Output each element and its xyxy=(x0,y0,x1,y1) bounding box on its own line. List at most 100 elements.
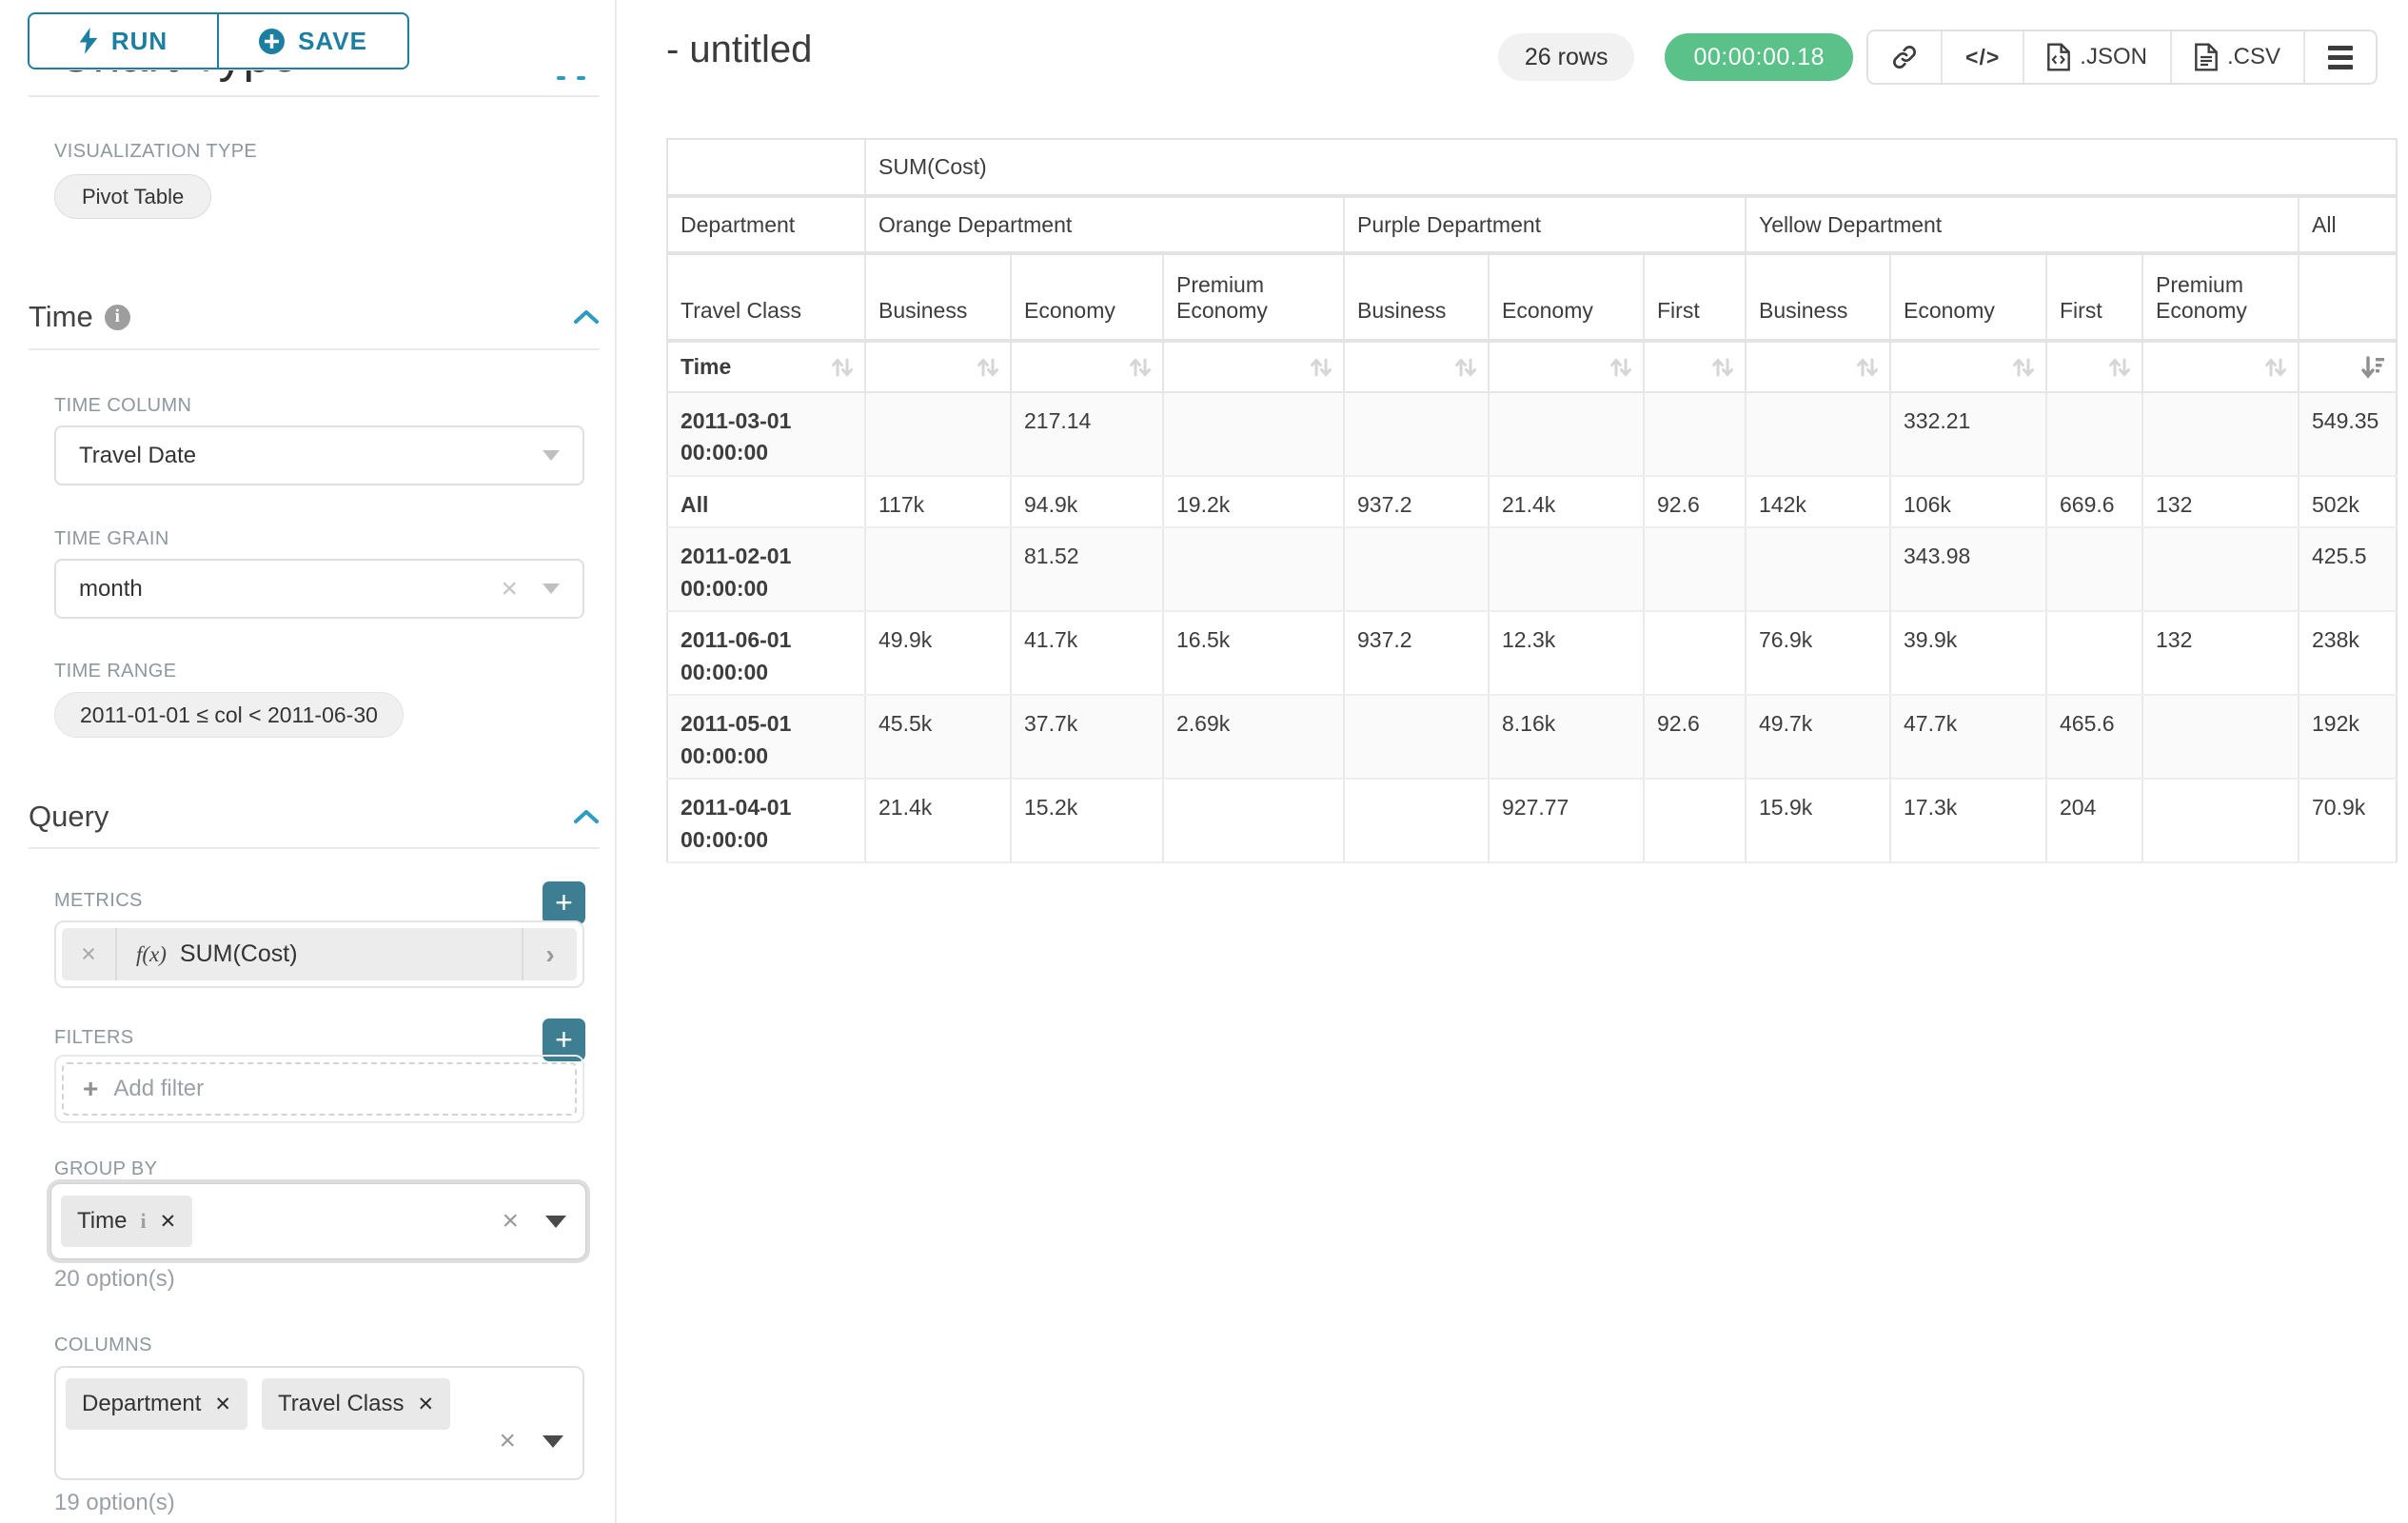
value-cell: 927.77 xyxy=(1489,779,1645,864)
header-controls: 26 rows 00:00:00.18 </> .JSON xyxy=(1497,30,2378,85)
add-filter-dropzone[interactable]: + Add filter xyxy=(62,1062,577,1116)
add-metric-button[interactable]: + xyxy=(543,881,585,924)
value-cell: 502k xyxy=(2299,476,2397,529)
sort-icon[interactable] xyxy=(1608,355,1633,380)
sort-header[interactable] xyxy=(1011,341,1164,393)
sort-header[interactable] xyxy=(2046,341,2143,393)
function-icon: f(x) xyxy=(136,941,167,966)
hamburger-icon xyxy=(2328,45,2353,69)
value-cell xyxy=(2142,392,2299,477)
group-header: Yellow Department xyxy=(1746,196,2299,255)
divider xyxy=(29,95,600,97)
row-label: 2011-04-01 00:00:00 xyxy=(667,779,866,864)
time-grain-value: month xyxy=(79,575,143,602)
metric-pill[interactable]: × f(x) SUM(Cost) › xyxy=(62,928,577,980)
remove-tag-icon[interactable]: ✕ xyxy=(159,1210,177,1233)
copy-link-button[interactable] xyxy=(1868,31,1944,83)
sort-descending-icon[interactable] xyxy=(2359,354,2386,381)
value-cell xyxy=(1163,779,1345,864)
time-grain-select[interactable]: month × xyxy=(54,559,584,619)
subcolumn-header: Business xyxy=(1344,253,1490,343)
visualization-type-label: VISUALIZATION TYPE xyxy=(54,141,258,162)
query-section-header[interactable]: Query xyxy=(29,800,600,834)
time-grain-label: TIME GRAIN xyxy=(54,528,169,549)
sort-icon[interactable] xyxy=(2106,355,2132,380)
subcolumn-header: Economy xyxy=(1890,253,2047,343)
sort-icon[interactable] xyxy=(2262,355,2288,380)
columns-tags: Department ✕ Travel Class ✕ xyxy=(66,1378,563,1430)
sort-header[interactable] xyxy=(1890,341,2047,393)
sort-icon[interactable] xyxy=(1452,355,1478,380)
table-row: 2011-04-01 00:00:00 21.4k 15.2k 927.77 15.9k… xyxy=(667,779,2397,864)
remove-metric-icon[interactable]: × xyxy=(62,928,117,980)
time-column-select[interactable]: Travel Date xyxy=(54,425,584,485)
plus-circle-icon xyxy=(259,28,286,54)
add-filter-button[interactable]: + xyxy=(543,1019,585,1061)
sort-header[interactable] xyxy=(1344,341,1490,393)
clear-icon[interactable]: × xyxy=(501,572,518,604)
group-by-select[interactable]: Time i ✕ × xyxy=(50,1183,586,1259)
sort-icon[interactable] xyxy=(975,355,1000,380)
run-button-label: RUN xyxy=(110,26,168,55)
dimension-tag-label: Travel Class xyxy=(278,1391,405,1416)
value-cell: 92.6 xyxy=(1644,695,1747,781)
export-json-button[interactable]: .JSON xyxy=(2024,31,2172,83)
sort-icon[interactable] xyxy=(1854,355,1880,380)
metrics-label: METRICS xyxy=(54,890,143,911)
table-row: 2011-06-01 00:00:00 49.9k 41.7k 16.5k 937.2 1… xyxy=(667,611,2397,697)
clear-icon[interactable]: × xyxy=(502,1205,519,1236)
sort-header[interactable] xyxy=(1163,341,1345,393)
dimension-tag-label: Department xyxy=(82,1391,202,1416)
sort-header[interactable] xyxy=(1644,341,1747,393)
subcolumn-header xyxy=(2299,253,2397,343)
time-range-pill[interactable]: 2011-01-01 ≤ col < 2011-06-30 xyxy=(54,692,404,738)
chevron-right-icon[interactable]: › xyxy=(522,928,577,980)
value-cell xyxy=(2046,527,2143,613)
remove-tag-icon[interactable]: ✕ xyxy=(214,1393,231,1415)
chevron-up-icon[interactable] xyxy=(573,809,600,824)
row-count-badge: 26 rows xyxy=(1497,33,1635,81)
sort-header[interactable] xyxy=(865,341,1012,393)
chart-title[interactable]: - untitled xyxy=(666,29,813,70)
time-sort-header[interactable]: Time xyxy=(667,341,866,393)
menu-button[interactable] xyxy=(2305,31,2376,83)
export-json-label: .JSON xyxy=(2080,44,2147,69)
sort-header[interactable] xyxy=(2142,341,2299,393)
value-cell xyxy=(1163,527,1345,613)
embed-code-button[interactable]: </> xyxy=(1943,31,2025,83)
sort-header[interactable] xyxy=(1746,341,1891,393)
subcolumn-header: Business xyxy=(865,253,1012,343)
dimension-tag-label: Time xyxy=(77,1208,128,1234)
value-cell xyxy=(1344,695,1490,781)
value-cell xyxy=(2142,527,2299,613)
value-cell: 669.6 xyxy=(2046,476,2143,529)
columns-select[interactable]: Department ✕ Travel Class ✕ × xyxy=(54,1366,584,1480)
export-csv-button[interactable]: .CSV xyxy=(2171,31,2305,83)
run-button[interactable]: RUN xyxy=(28,12,219,69)
chevron-up-icon[interactable] xyxy=(573,309,600,325)
clear-icon[interactable]: × xyxy=(499,1425,516,1456)
group-header: Orange Department xyxy=(865,196,1345,255)
sort-header[interactable] xyxy=(1489,341,1645,393)
metric-header: SUM(Cost) xyxy=(865,139,2397,198)
filters-label: FILTERS xyxy=(54,1027,134,1048)
time-section-header[interactable]: Time i xyxy=(29,300,600,334)
visualization-type-pill[interactable]: Pivot Table xyxy=(54,174,212,219)
value-cell: 16.5k xyxy=(1163,611,1345,697)
sort-icon[interactable] xyxy=(1308,355,1333,380)
dimension-tag[interactable]: Time i ✕ xyxy=(61,1196,193,1247)
sort-header[interactable] xyxy=(2299,341,2397,393)
row-label: 2011-06-01 00:00:00 xyxy=(667,611,866,697)
dimension-tag[interactable]: Travel Class ✕ xyxy=(262,1378,451,1430)
sort-icon[interactable] xyxy=(2010,355,2036,380)
remove-tag-icon[interactable]: ✕ xyxy=(417,1393,435,1415)
sort-icon[interactable] xyxy=(1709,355,1735,380)
corner-cell xyxy=(667,139,866,198)
sort-icon[interactable] xyxy=(1127,355,1153,380)
chevron-down-icon xyxy=(543,1434,563,1448)
columns-options-note: 19 option(s) xyxy=(54,1490,175,1515)
value-cell xyxy=(1489,392,1645,477)
dimension-tag[interactable]: Department ✕ xyxy=(66,1378,247,1430)
sort-icon[interactable] xyxy=(829,355,855,380)
save-button[interactable]: SAVE xyxy=(219,12,409,69)
